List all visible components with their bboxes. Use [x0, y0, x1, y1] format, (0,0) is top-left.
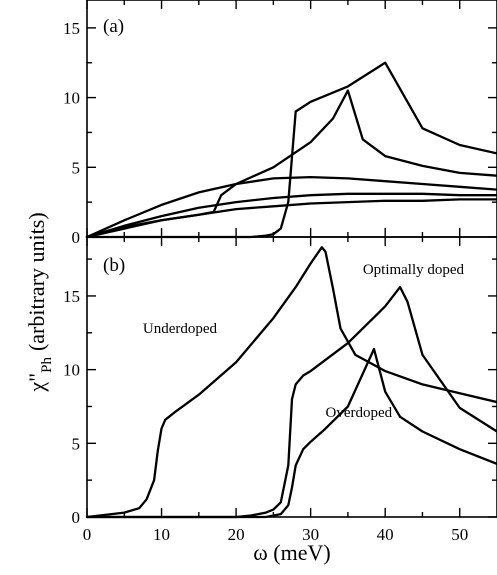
panel-b-curves [85, 246, 497, 519]
x-axis-title: ω (meV) [253, 540, 330, 565]
panel-a-series-4-line [85, 192, 497, 239]
x-tick-label: 40 [377, 525, 394, 544]
svg-text:χ"Ph(arbitrary units): χ"Ph (arbitrary units) [24, 212, 55, 392]
panel-a-y-tick-label: 10 [63, 89, 80, 108]
x-tick-label: 20 [228, 525, 245, 544]
panel-b-ticks: 0 10 20 30 40 50 0 5 10 15 [63, 237, 497, 544]
panel-b-series-1-line [85, 246, 497, 519]
y-axis-title-sub: Ph [39, 357, 55, 373]
x-tick-label: 30 [302, 525, 319, 544]
y-axis-title: χ"Ph (arbitrary units) [24, 212, 55, 392]
panel-b-y-tick-label: 0 [72, 508, 81, 527]
panel-b-y-tick-label: 15 [63, 287, 80, 306]
panel-b-annotations: Underdoped Optimally doped Overdoped [143, 262, 465, 421]
panel-b: (b) 0 10 20 30 40 50 0 5 10 15 Underdoped Optimall… [63, 236, 497, 544]
x-tick-label: 0 [83, 525, 92, 544]
y-axis-title-main: χ" [24, 373, 49, 393]
panel-b-series-2-line [85, 285, 497, 519]
panel-a: (a) 0 5 10 15 [63, 0, 497, 247]
y-axis-title-rest: (arbitrary units) [24, 212, 49, 351]
panel-a-y-tick-label: 0 [72, 228, 81, 247]
panel-a-series-5-line [85, 198, 497, 239]
annotation-optimally-doped: Optimally doped [363, 262, 465, 278]
panel-b-series-3-line [85, 347, 497, 519]
panel-a-series-3-line [85, 175, 497, 239]
panel-a-y-tick-label: 15 [63, 19, 80, 38]
panel-b-y-tick-label: 5 [72, 434, 81, 453]
annotation-overdoped: Overdoped [326, 405, 393, 421]
panel-b-frame [86, 236, 497, 518]
x-tick-label: 10 [153, 525, 170, 544]
panel-a-curves [85, 61, 497, 239]
annotation-underdoped: Underdoped [143, 321, 218, 337]
panel-a-label: (a) [103, 16, 124, 37]
panel-a-ticks: 0 5 10 15 [63, 0, 497, 247]
x-tick-label: 50 [451, 525, 468, 544]
panel-b-label: (b) [103, 255, 125, 276]
panel-a-y-tick-label: 5 [72, 158, 81, 177]
panel-b-y-tick-label: 10 [63, 361, 80, 380]
